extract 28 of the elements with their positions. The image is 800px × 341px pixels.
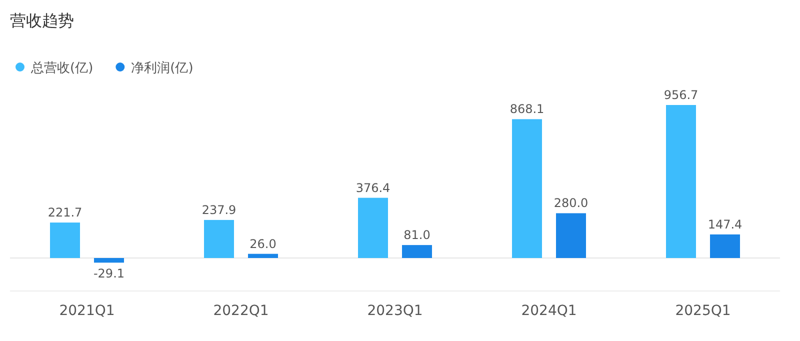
legend-label: 净利润(亿): [131, 61, 194, 76]
bar: [556, 213, 586, 258]
bar: [402, 245, 432, 258]
bar: [94, 258, 124, 263]
data-label: 221.7: [48, 206, 82, 220]
x-tick-label: 2021Q1: [59, 303, 115, 319]
bar: [204, 220, 234, 258]
data-label: 81.0: [404, 228, 430, 242]
legend-label: 总营收(亿): [30, 61, 94, 76]
data-label: 376.4: [356, 180, 390, 195]
bar: [358, 198, 388, 258]
bar: [248, 254, 278, 258]
x-tick-label: 2025Q1: [675, 303, 731, 319]
data-label: 237.9: [202, 202, 236, 217]
x-tick-label: 2022Q1: [213, 303, 269, 319]
data-label: -29.1: [93, 266, 125, 281]
bar: [710, 234, 740, 258]
data-label: 147.4: [708, 217, 742, 232]
data-label: 956.7: [664, 88, 698, 102]
chart-title: 营收趋势: [10, 11, 74, 30]
bar: [666, 105, 696, 258]
x-tick-label: 2023Q1: [367, 303, 423, 319]
bar: [50, 222, 80, 258]
x-tick-label: 2024Q1: [521, 303, 577, 319]
bar: [512, 119, 542, 258]
data-label: 26.0: [250, 236, 276, 251]
data-label: 280.0: [554, 196, 588, 210]
data-label: 868.1: [510, 102, 544, 116]
